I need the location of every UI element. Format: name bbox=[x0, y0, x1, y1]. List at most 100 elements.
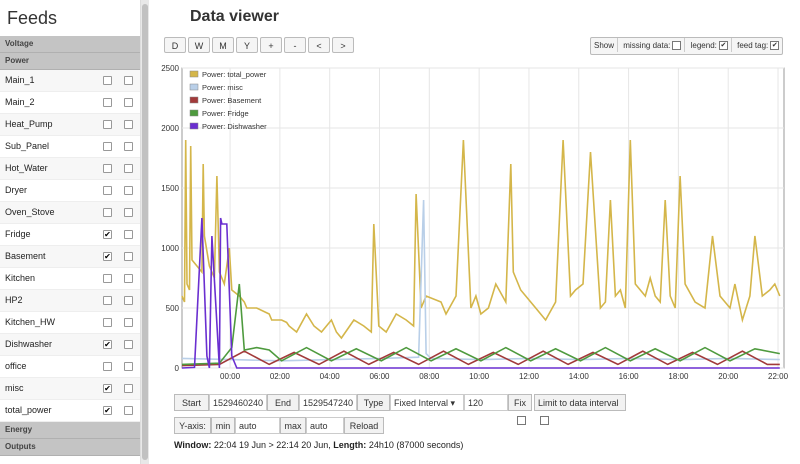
feed-left-axis-checkbox[interactable]: ✔ bbox=[103, 406, 112, 415]
length-value: 24h10 (87000 seconds) bbox=[368, 440, 464, 450]
feed-label: Hot_Water bbox=[5, 163, 48, 173]
feed-left-axis-checkbox[interactable] bbox=[103, 164, 112, 173]
feed-right-axis-checkbox[interactable] bbox=[124, 252, 133, 261]
feed-right-axis-checkbox[interactable] bbox=[124, 362, 133, 371]
feed-label: Heat_Pump bbox=[5, 119, 53, 129]
feed-right-axis-checkbox[interactable] bbox=[124, 296, 133, 305]
feed-label: Fridge bbox=[5, 229, 31, 239]
legend-swatch bbox=[189, 96, 199, 104]
series-line-dishwasher bbox=[181, 217, 780, 369]
feed-label: Kitchen bbox=[5, 273, 36, 283]
feed-left-axis-checkbox[interactable]: ✔ bbox=[103, 384, 112, 393]
x-tick-label: 14:00 bbox=[569, 372, 590, 381]
power-chart[interactable]: 0 500 1000 1500 2000 2500 00:00 02:00 04:00 06:00… bbox=[152, 60, 792, 390]
group-outputs[interactable]: Outputs bbox=[0, 439, 140, 456]
year-button[interactable]: Y bbox=[236, 37, 258, 53]
page-title: Data viewer bbox=[190, 8, 279, 25]
feed-right-axis-checkbox[interactable] bbox=[124, 98, 133, 107]
feed-left-axis-checkbox[interactable] bbox=[103, 318, 112, 327]
legend-entry: Power: Basement bbox=[202, 96, 262, 105]
show-label: Show bbox=[594, 41, 615, 50]
series-line-basement bbox=[181, 350, 780, 367]
feed-label: Kitchen_HW bbox=[5, 317, 56, 327]
type-select[interactable]: Fixed Interval ▾ bbox=[390, 394, 464, 411]
zoom-out-button[interactable]: - bbox=[284, 37, 306, 53]
feed-left-axis-checkbox[interactable]: ✔ bbox=[103, 340, 112, 349]
legend-entry: Power: Fridge bbox=[202, 109, 249, 118]
feed-left-axis-checkbox[interactable] bbox=[103, 274, 112, 283]
month-button[interactable]: M bbox=[212, 37, 234, 53]
feed-left-axis-checkbox[interactable] bbox=[103, 98, 112, 107]
feed-label: Oven_Stove bbox=[5, 207, 55, 217]
feed-label: Dryer bbox=[5, 185, 27, 195]
feed-right-axis-checkbox[interactable] bbox=[124, 120, 133, 129]
feed-left-axis-checkbox[interactable] bbox=[103, 362, 112, 371]
legend-checkbox[interactable]: ✔ bbox=[718, 41, 728, 51]
feed-item: Kitchen bbox=[0, 268, 140, 290]
feed-right-axis-checkbox[interactable] bbox=[124, 208, 133, 217]
feed-right-axis-checkbox[interactable] bbox=[124, 230, 133, 239]
feed-right-axis-checkbox[interactable] bbox=[124, 340, 133, 349]
legend-entry: Power: misc bbox=[202, 83, 243, 92]
feed-left-axis-checkbox[interactable]: ✔ bbox=[103, 230, 112, 239]
feed-left-axis-checkbox[interactable] bbox=[103, 296, 112, 305]
sidebar-scrollbar[interactable] bbox=[141, 0, 149, 464]
feed-item: Hot_Water bbox=[0, 158, 140, 180]
missing-data-checkbox[interactable] bbox=[672, 41, 682, 51]
pan-left-button[interactable]: < bbox=[308, 37, 330, 53]
feed-left-axis-checkbox[interactable] bbox=[103, 186, 112, 195]
chart-legend: Power: total_power Power: misc Power: Base… bbox=[189, 70, 267, 131]
feed-right-axis-checkbox[interactable] bbox=[124, 384, 133, 393]
reload-button[interactable]: Reload bbox=[344, 417, 384, 434]
x-tick-label: 12:00 bbox=[519, 372, 540, 381]
ymax-label: max bbox=[280, 417, 306, 434]
day-button[interactable]: D bbox=[164, 37, 186, 53]
y-tick-label: 0 bbox=[175, 364, 180, 373]
feed-left-axis-checkbox[interactable]: ✔ bbox=[103, 252, 112, 261]
x-tick-label: 10:00 bbox=[469, 372, 490, 381]
feed-left-axis-checkbox[interactable] bbox=[103, 120, 112, 129]
feed-right-axis-checkbox[interactable] bbox=[124, 406, 133, 415]
plot-area bbox=[181, 67, 785, 369]
y-tick-label: 1000 bbox=[161, 244, 179, 253]
feed-right-axis-checkbox[interactable] bbox=[124, 318, 133, 327]
feed-item: office bbox=[0, 356, 140, 378]
start-input[interactable]: 1529460240 bbox=[209, 394, 267, 411]
group-energy[interactable]: Energy bbox=[0, 422, 140, 439]
end-input[interactable]: 1529547240 bbox=[299, 394, 357, 411]
zoom-in-button[interactable]: + bbox=[260, 37, 282, 53]
ymin-input[interactable]: auto bbox=[235, 417, 280, 434]
legend-entry: Power: Dishwasher bbox=[202, 122, 267, 131]
feed-right-axis-checkbox[interactable] bbox=[124, 274, 133, 283]
feed-right-axis-checkbox[interactable] bbox=[124, 142, 133, 151]
type-label: Type bbox=[357, 394, 390, 411]
feed-right-axis-checkbox[interactable] bbox=[124, 76, 133, 85]
chevron-down-icon: ▾ bbox=[450, 398, 456, 408]
feed-left-axis-checkbox[interactable] bbox=[103, 76, 112, 85]
group-power[interactable]: Power bbox=[0, 53, 140, 70]
feed-right-axis-checkbox[interactable] bbox=[124, 186, 133, 195]
y-tick-label: 2000 bbox=[161, 124, 179, 133]
feed-left-axis-checkbox[interactable] bbox=[103, 208, 112, 217]
x-tick-label: 04:00 bbox=[320, 372, 341, 381]
feed-item: Main_2 bbox=[0, 92, 140, 114]
week-button[interactable]: W bbox=[188, 37, 210, 53]
interval-input[interactable]: 120 bbox=[464, 394, 508, 411]
feed-right-axis-checkbox[interactable] bbox=[124, 164, 133, 173]
group-voltage[interactable]: Voltage bbox=[0, 36, 140, 53]
display-options: Show missing data: legend: ✔ feed tag: ✔ bbox=[590, 37, 784, 55]
limit-interval-checkbox[interactable] bbox=[540, 416, 549, 426]
feed-left-axis-checkbox[interactable] bbox=[103, 142, 112, 151]
feed-item: Dishwasher ✔ bbox=[0, 334, 140, 356]
ymax-input[interactable]: auto bbox=[306, 417, 344, 434]
limit-interval-label: Limit to data interval bbox=[534, 394, 626, 426]
legend-swatch bbox=[189, 122, 199, 130]
scrollbar-thumb[interactable] bbox=[142, 4, 148, 460]
fix-checkbox[interactable] bbox=[516, 416, 526, 426]
x-tick-label: 20:00 bbox=[718, 372, 739, 381]
window-value: 22:04 19 Jun > 22:14 20 Jun, bbox=[213, 440, 331, 450]
feed-item: Fridge ✔ bbox=[0, 224, 140, 246]
pan-right-button[interactable]: > bbox=[332, 37, 354, 53]
x-tick-label: 00:00 bbox=[220, 372, 241, 381]
feed-tag-checkbox[interactable]: ✔ bbox=[770, 41, 780, 51]
